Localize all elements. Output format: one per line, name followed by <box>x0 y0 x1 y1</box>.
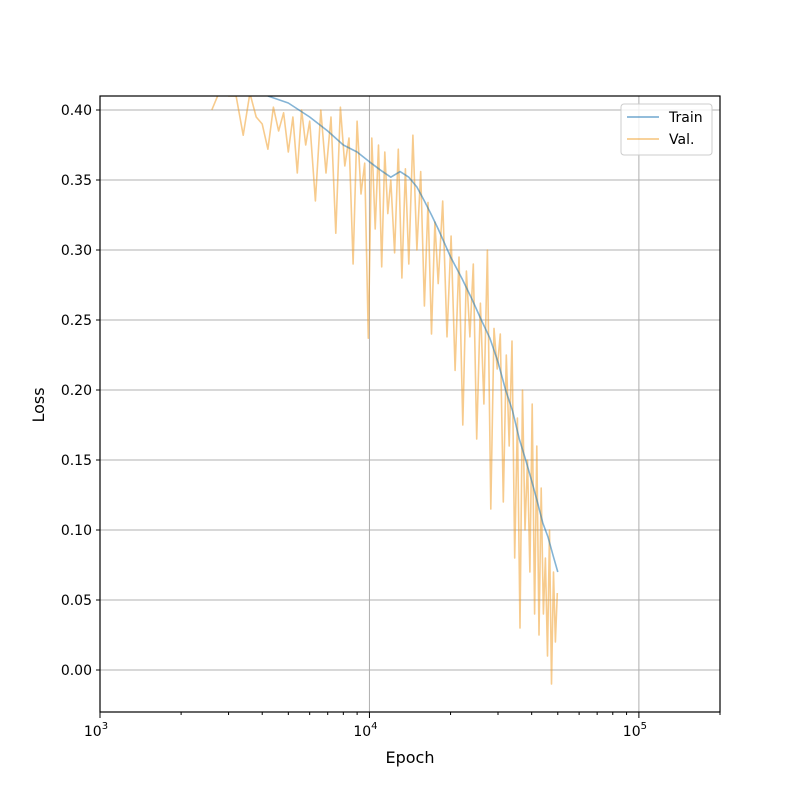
x-tick-label: 104 <box>353 721 377 740</box>
grid-lines <box>100 96 720 712</box>
y-tick-label: 0.25 <box>61 313 92 329</box>
tick-marks <box>96 109 721 718</box>
y-tick-label: 0.00 <box>61 663 92 679</box>
y-tick-label: 0.35 <box>61 173 92 189</box>
y-tick-label: 0.05 <box>61 593 92 609</box>
y-tick-label: 0.10 <box>61 523 92 539</box>
tick-labels: 0.00 0.05 0.10 0.15 0.20 0.25 0.30 0.35 0.40 103 1… <box>61 103 647 740</box>
train-line <box>267 96 559 573</box>
y-tick-label: 0.30 <box>61 243 92 259</box>
legend-train-label: Train <box>668 110 703 126</box>
axes <box>99 95 721 713</box>
x-tick-label: 103 <box>84 721 108 740</box>
y-tick-label: 0.20 <box>61 383 92 399</box>
legend: Train Val. <box>620 103 713 156</box>
y-tick-label: 0.40 <box>61 103 92 119</box>
legend-val-label: Val. <box>669 132 694 148</box>
x-axis-label: Epoch <box>386 748 435 767</box>
y-tick-label: 0.15 <box>61 453 92 469</box>
val-line <box>211 96 559 685</box>
plot-frame <box>99 95 721 713</box>
x-tick-label: 105 <box>623 721 647 740</box>
y-axis-label: Loss <box>29 387 48 422</box>
series-lines <box>211 96 559 685</box>
